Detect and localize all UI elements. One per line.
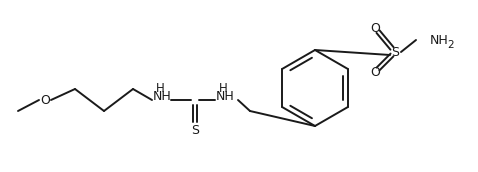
Text: NH: NH (216, 89, 234, 103)
Text: H: H (218, 82, 228, 94)
Text: 2: 2 (447, 40, 454, 50)
Text: NH: NH (152, 89, 172, 103)
Text: O: O (40, 94, 50, 106)
Text: H: H (156, 82, 164, 94)
Text: S: S (191, 125, 199, 137)
Text: NH: NH (430, 34, 449, 46)
Text: O: O (370, 66, 380, 78)
Text: S: S (391, 46, 399, 58)
Text: O: O (370, 22, 380, 35)
